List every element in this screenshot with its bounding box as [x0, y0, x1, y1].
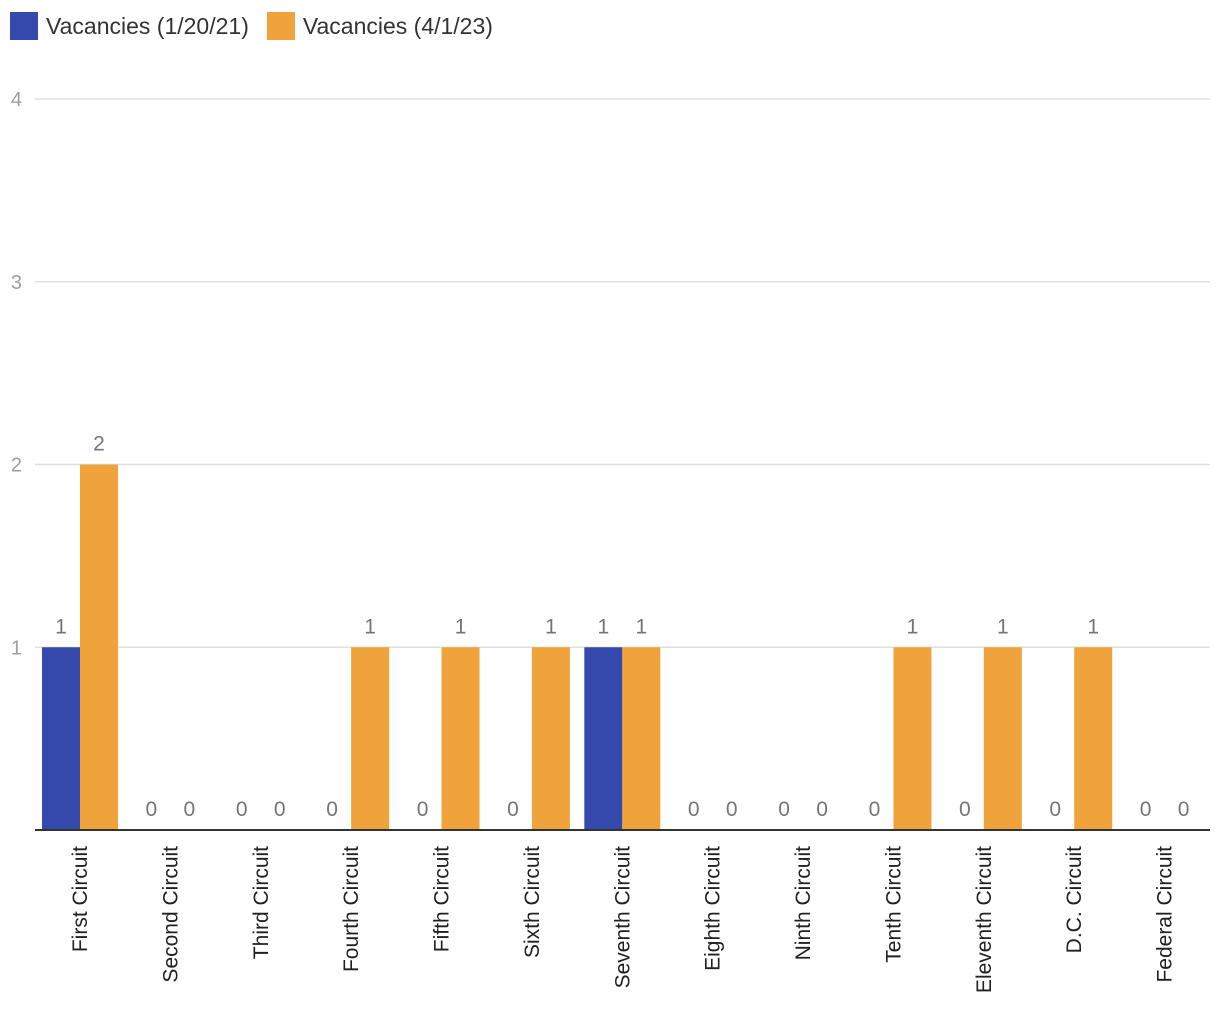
data-label: 0 [146, 798, 158, 821]
bar-2[interactable] [441, 647, 480, 830]
data-label: 1 [635, 615, 647, 638]
data-label: 0 [184, 798, 196, 821]
data-label: 0 [1178, 798, 1190, 821]
y-tick-label: 2 [11, 455, 22, 477]
y-tick-label: 4 [11, 89, 22, 111]
data-label: 0 [959, 798, 971, 821]
legend-label-series-2: Vacancies (4/1/23) [302, 12, 493, 39]
data-label: 0 [778, 798, 790, 821]
bar-1[interactable] [584, 647, 623, 830]
legend-item-series-1[interactable]: Vacancies (1/20/21) [10, 12, 249, 40]
data-label: 0 [274, 798, 286, 821]
data-label: 0 [507, 798, 519, 821]
x-tick-label: Tenth Circuit [882, 846, 905, 963]
legend-swatch-series-2 [266, 12, 295, 40]
data-label: 1 [55, 615, 67, 638]
x-tick-label: Federal Circuit [1154, 846, 1177, 983]
bar-1[interactable] [42, 647, 80, 830]
data-label: 0 [688, 798, 700, 821]
bar-2[interactable] [622, 647, 661, 830]
data-label: 0 [869, 798, 881, 821]
bar-2[interactable] [1074, 647, 1113, 830]
x-tick-label: Fourth Circuit [340, 846, 363, 972]
x-tick-label: Eighth Circuit [702, 846, 725, 971]
data-label: 0 [326, 798, 338, 821]
x-tick-label: First Circuit [69, 846, 92, 952]
data-label: 1 [545, 615, 557, 638]
y-tick-label: 1 [11, 637, 22, 659]
data-label: 0 [236, 798, 248, 821]
x-tick-label: Second Circuit [159, 846, 182, 983]
bar-2[interactable] [531, 647, 570, 830]
legend-swatch-series-1 [10, 12, 38, 40]
data-label: 0 [1140, 798, 1152, 821]
data-label: 0 [1049, 798, 1061, 821]
data-label: 1 [997, 615, 1009, 638]
data-label: 2 [93, 433, 105, 456]
x-tick-label: Seventh Circuit [611, 846, 634, 989]
x-tick-label: Ninth Circuit [792, 846, 815, 961]
data-label: 1 [1087, 615, 1099, 638]
bar-2[interactable] [351, 647, 390, 830]
y-tick-label: 3 [11, 272, 22, 294]
legend-item-series-2[interactable]: Vacancies (4/1/23) [266, 12, 493, 40]
bar-2[interactable] [983, 647, 1022, 830]
x-tick-label: D.C. Circuit [1063, 846, 1086, 954]
x-tick-label: Fifth Circuit [431, 846, 454, 952]
bar-2[interactable] [80, 464, 118, 831]
legend-label-series-1: Vacancies (1/20/21) [46, 12, 249, 39]
data-label: 0 [417, 798, 429, 821]
data-label: 1 [455, 615, 467, 638]
data-label: 0 [726, 798, 738, 821]
bar-2[interactable] [893, 647, 932, 830]
x-tick-label: Sixth Circuit [521, 846, 544, 958]
data-label: 1 [364, 615, 376, 638]
x-tick-label: Eleventh Circuit [973, 846, 996, 993]
data-label: 1 [597, 615, 609, 638]
data-label: 1 [907, 615, 919, 638]
x-tick-label: Third Circuit [250, 846, 273, 959]
data-label: 0 [816, 798, 828, 821]
legend: Vacancies (1/20/21) Vacancies (4/1/23) [10, 10, 493, 42]
